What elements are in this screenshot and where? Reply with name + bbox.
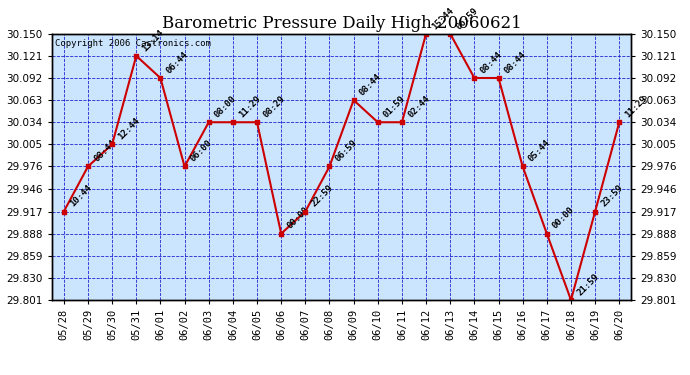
Text: 06:59: 06:59 xyxy=(455,6,480,31)
Point xyxy=(58,209,69,214)
Text: 11:29: 11:29 xyxy=(237,94,262,120)
Text: 23:59: 23:59 xyxy=(600,183,624,209)
Text: 08:44: 08:44 xyxy=(358,72,383,98)
Point xyxy=(203,119,214,125)
Text: 11:29: 11:29 xyxy=(624,94,649,120)
Text: 00:00: 00:00 xyxy=(286,206,310,231)
Point xyxy=(396,119,407,125)
Point xyxy=(251,119,262,125)
Text: 06:00: 06:00 xyxy=(189,138,214,164)
Point xyxy=(493,75,504,81)
Text: 02:44: 02:44 xyxy=(406,94,431,120)
Point xyxy=(566,297,577,303)
Point xyxy=(518,164,529,170)
Point xyxy=(348,97,359,103)
Point xyxy=(444,31,455,37)
Point xyxy=(324,164,335,170)
Text: 08:29: 08:29 xyxy=(262,94,286,120)
Point xyxy=(299,209,310,214)
Point xyxy=(373,119,384,125)
Text: 21:59: 21:59 xyxy=(575,272,600,297)
Text: 06:59: 06:59 xyxy=(334,138,359,164)
Text: 08:44: 08:44 xyxy=(92,138,117,164)
Point xyxy=(420,31,432,37)
Text: Copyright 2006 Castronics.com: Copyright 2006 Castronics.com xyxy=(55,39,210,48)
Text: 08:44: 08:44 xyxy=(479,50,504,75)
Point xyxy=(179,164,190,170)
Point xyxy=(228,119,239,125)
Text: 12:44: 12:44 xyxy=(117,116,141,142)
Text: 08:44: 08:44 xyxy=(503,50,528,75)
Point xyxy=(155,75,166,81)
Text: 22:59: 22:59 xyxy=(310,183,335,209)
Point xyxy=(589,209,600,214)
Point xyxy=(130,53,142,59)
Text: 13:14: 13:14 xyxy=(141,28,166,53)
Text: 05:44: 05:44 xyxy=(527,138,552,164)
Text: 06:44: 06:44 xyxy=(165,50,190,75)
Point xyxy=(276,231,287,237)
Point xyxy=(469,75,480,81)
Point xyxy=(83,164,94,170)
Point xyxy=(106,141,117,147)
Text: 15:44: 15:44 xyxy=(431,6,455,31)
Text: 08:00: 08:00 xyxy=(213,94,238,120)
Text: 01:59: 01:59 xyxy=(382,94,407,120)
Text: 00:00: 00:00 xyxy=(551,206,576,231)
Text: 10:44: 10:44 xyxy=(68,183,93,209)
Title: Barometric Pressure Daily High 20060621: Barometric Pressure Daily High 20060621 xyxy=(161,15,522,32)
Point xyxy=(614,119,625,125)
Point xyxy=(542,231,553,237)
